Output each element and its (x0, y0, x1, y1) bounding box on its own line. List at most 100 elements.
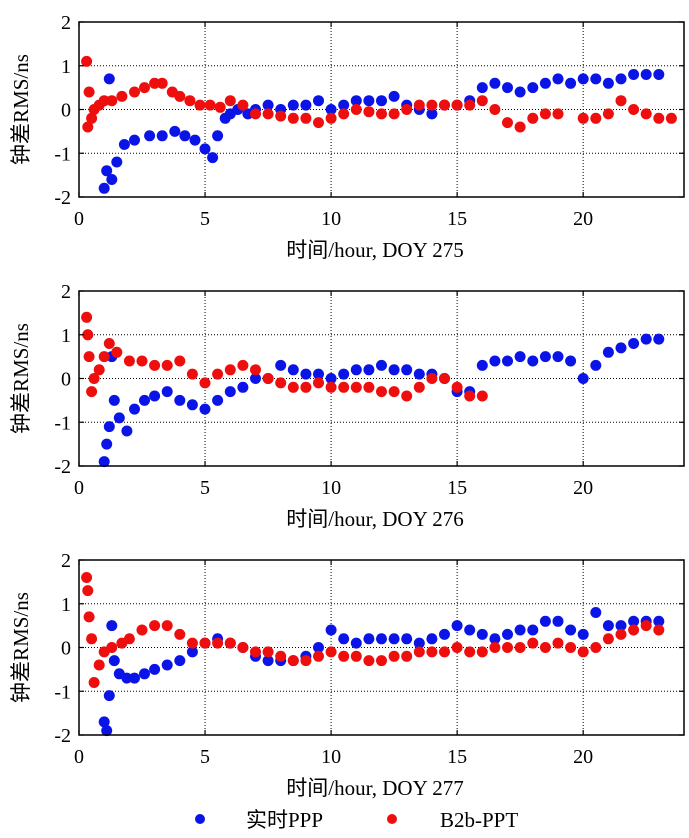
data-point (653, 69, 665, 80)
data-point (123, 355, 135, 367)
data-point (212, 394, 224, 406)
series-realtime-ppp (98, 333, 665, 468)
data-point (262, 646, 274, 658)
data-point (502, 355, 513, 367)
data-point (590, 112, 602, 124)
data-point (464, 99, 476, 111)
data-point (300, 381, 312, 393)
data-point (653, 112, 665, 124)
data-point (325, 381, 337, 393)
y-tick-label: -1 (54, 143, 71, 165)
y-tick-label: 1 (61, 594, 71, 616)
chart-panel-3: 0 5 10 15 20 -2 -1 0 1 2 时间/hour, DOY 277 钟差RMS/ns (9, 550, 685, 800)
data-point (81, 55, 93, 67)
data-point (237, 381, 249, 393)
data-point (250, 364, 261, 376)
data-point (108, 655, 120, 667)
legend-label-b2b: B2b-PPT (440, 808, 518, 832)
data-point (502, 117, 513, 129)
data-point (628, 615, 640, 627)
data-point (439, 628, 450, 640)
data-point (451, 99, 463, 111)
data-point (189, 134, 201, 146)
data-point (577, 373, 589, 384)
data-point (615, 342, 627, 354)
y-tick-label: 2 (61, 281, 71, 303)
data-point (376, 359, 387, 371)
y-axis-title: 钟差RMS/ns (9, 592, 33, 703)
y-tick-label: 0 (61, 638, 71, 660)
series-realtime-ppp (98, 69, 665, 194)
data-point (451, 620, 463, 632)
data-point (262, 373, 274, 384)
data-point (275, 110, 287, 122)
data-point (590, 607, 602, 618)
y-tick-label: -1 (54, 681, 71, 703)
data-point (350, 364, 362, 376)
data-point (439, 373, 450, 384)
data-point (149, 359, 161, 371)
data-point (590, 73, 602, 85)
data-point (338, 381, 350, 393)
data-point (565, 77, 577, 89)
data-point (476, 628, 488, 640)
data-point (426, 373, 438, 384)
data-point (113, 412, 125, 424)
data-point (325, 624, 337, 636)
y-tick-label: -2 (54, 187, 71, 209)
data-point (81, 311, 93, 323)
y-tick-label: -2 (54, 725, 71, 747)
x-tick-label: 20 (573, 477, 593, 499)
data-point (577, 646, 589, 658)
data-point (426, 99, 438, 111)
data-point (527, 112, 539, 124)
legend: 实时PPP B2b-PPT (195, 808, 518, 832)
data-point (149, 620, 161, 632)
data-point (156, 130, 168, 142)
data-point (363, 106, 375, 118)
data-point (224, 364, 236, 376)
data-point (103, 690, 115, 702)
y-tick-label: -2 (54, 456, 71, 478)
data-point (476, 390, 488, 402)
data-point (81, 572, 93, 583)
data-point (539, 77, 551, 89)
data-point (338, 368, 350, 380)
data-point (237, 99, 249, 111)
data-point (514, 121, 526, 133)
data-point (388, 108, 400, 120)
data-point (287, 364, 299, 376)
data-point (401, 650, 413, 662)
data-point (275, 359, 287, 371)
data-point (640, 108, 652, 120)
data-point (83, 611, 95, 623)
x-tick-label: 0 (74, 477, 84, 499)
data-point (287, 99, 299, 111)
y-tick-label: 2 (61, 550, 71, 572)
data-point (129, 134, 140, 146)
data-point (376, 633, 387, 645)
data-point (116, 90, 128, 102)
data-point (129, 86, 140, 98)
data-point (388, 386, 400, 398)
data-point (615, 620, 627, 632)
chart-panel-1: 0 5 10 15 20 -2 -1 0 1 2 时间/hour, DOY 275 钟差RMS/ns (9, 12, 685, 262)
data-point (338, 108, 350, 120)
data-point (313, 368, 324, 380)
data-point (262, 108, 274, 120)
data-point (139, 82, 150, 94)
data-point (577, 628, 589, 640)
data-point (86, 112, 98, 124)
x-tick-label: 0 (74, 208, 84, 230)
data-point (111, 346, 123, 358)
data-point (139, 394, 150, 406)
data-point (590, 359, 602, 371)
series-realtime-ppp (98, 607, 665, 737)
data-point (439, 99, 450, 111)
data-point (350, 104, 362, 115)
y-tick-label: 0 (61, 369, 71, 391)
data-point (313, 650, 324, 662)
data-point (83, 351, 95, 363)
legend-marker-b2b (387, 814, 397, 824)
data-point (262, 655, 274, 667)
